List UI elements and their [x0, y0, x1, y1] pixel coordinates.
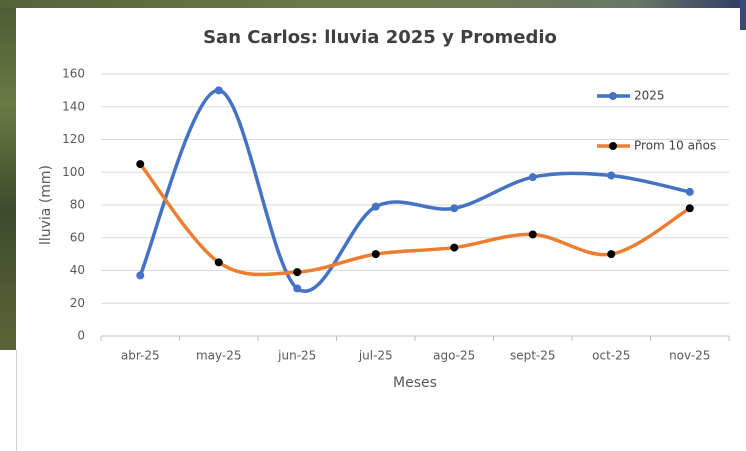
x-tick-label: jun-25: [277, 349, 316, 363]
data-point: [528, 173, 537, 182]
data-point: [528, 230, 537, 239]
y-tick-label: 120: [62, 132, 85, 146]
y-axis-title: lluvia (mm): [38, 165, 54, 245]
data-point: [607, 171, 616, 180]
chart-title: San Carlos: lluvia 2025 y Promedio: [203, 27, 557, 48]
background-image: [740, 0, 746, 30]
y-tick-label: 140: [62, 99, 85, 113]
x-tick-label: oct-25: [592, 349, 630, 363]
y-tick-label: 160: [62, 67, 85, 81]
data-point: [450, 243, 459, 252]
data-point: [293, 284, 302, 293]
data-point: [136, 160, 145, 169]
background-image: [0, 0, 746, 8]
data-point: [136, 271, 145, 280]
legend-marker: [609, 92, 617, 100]
chart-area: [16, 8, 740, 350]
y-tick-label: 0: [77, 329, 85, 343]
y-tick-label: 80: [70, 198, 85, 212]
x-tick-label: abr-25: [121, 349, 160, 363]
x-tick-label: nov-25: [669, 349, 710, 363]
background-image: [0, 0, 16, 350]
x-tick-label: may-25: [196, 349, 242, 363]
y-tick-label: 60: [70, 230, 85, 244]
data-point: [685, 204, 694, 213]
legend-label: Prom 10 años: [634, 139, 716, 153]
data-point: [450, 204, 459, 213]
data-point: [685, 187, 694, 196]
data-point: [607, 250, 616, 259]
x-axis-title: Meses: [393, 375, 437, 391]
data-point: [293, 268, 302, 277]
legend-marker: [609, 142, 617, 150]
y-tick-label: 100: [62, 165, 85, 179]
y-tick-label: 40: [70, 263, 85, 277]
x-tick-label: ago-25: [433, 349, 475, 363]
data-point: [371, 202, 380, 211]
data-point: [214, 258, 223, 267]
data-point: [371, 250, 380, 259]
legend-label: 2025: [634, 89, 665, 103]
x-tick-label: sept-25: [510, 349, 556, 363]
data-point: [214, 86, 223, 95]
y-tick-label: 20: [70, 296, 85, 310]
frame: [16, 350, 17, 451]
x-tick-label: jul-25: [358, 349, 393, 363]
